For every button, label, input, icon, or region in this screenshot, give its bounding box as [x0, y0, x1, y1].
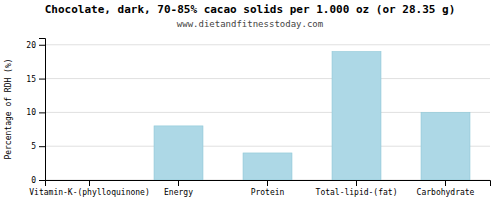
x-tick-label: Protein — [251, 188, 285, 197]
x-axis: Vitamin-K-(phylloquinone) Energy Protein To… — [29, 180, 490, 197]
x-tick-mark — [178, 180, 179, 186]
chart: Chocolate, dark, 70-85% cacao solids per… — [0, 0, 500, 200]
x-tick-mark — [356, 180, 357, 186]
y-tick-mark — [39, 45, 45, 46]
y-tick: 15 — [26, 75, 45, 84]
y-axis: 0 5 10 15 20 — [26, 39, 45, 186]
y-tick-label: 0 — [31, 176, 36, 185]
grid-line — [45, 78, 490, 79]
x-tick: Vitamin-K-(phylloquinone) — [29, 180, 149, 197]
plot: 0 5 10 15 20 Vitamin-K-(phylloquinone) Energy P… — [26, 39, 490, 197]
y-tick-mark — [39, 112, 45, 113]
x-axis-line — [46, 181, 491, 187]
x-tick-label: Total-lipid-(fat) — [316, 188, 398, 197]
x-tick-label: Energy — [164, 188, 193, 197]
x-tick-label: Vitamin-K-(phylloquinone) — [29, 188, 149, 197]
bar — [332, 52, 381, 180]
bar — [421, 112, 470, 180]
x-tick: Total-lipid-(fat) — [316, 180, 398, 197]
y-tick-label: 10 — [26, 108, 36, 117]
x-tick: Carbohydrate — [417, 180, 475, 197]
y-tick-mark — [39, 180, 45, 181]
title: Chocolate, dark, 70-85% cacao solids per… — [45, 3, 456, 16]
x-tick: Protein — [251, 180, 285, 197]
bars — [154, 52, 470, 180]
x-tick: Energy — [164, 180, 193, 197]
bar — [243, 153, 292, 180]
y-tick-label: 15 — [26, 75, 36, 84]
y-tick: 0 — [31, 176, 45, 185]
y-tick: 10 — [26, 108, 45, 117]
grid — [45, 45, 490, 180]
y-tick: 5 — [31, 142, 45, 151]
x-tick-label: Carbohydrate — [417, 188, 475, 197]
x-tick-mark — [89, 180, 90, 186]
bar — [154, 126, 203, 180]
y-tick-label: 20 — [26, 41, 36, 50]
x-tick-mark — [267, 180, 268, 186]
y-axis-title: Percentage of RDH (%) — [4, 58, 13, 159]
y-tick-mark — [39, 146, 45, 147]
grid-line — [45, 44, 490, 45]
bar — [65, 180, 114, 181]
y-axis-line — [39, 39, 46, 181]
y-tick-label: 5 — [31, 142, 36, 151]
y-tick-mark — [39, 79, 45, 80]
x-tick-mark — [445, 180, 446, 186]
y-tick: 20 — [26, 41, 45, 50]
subtitle: www.dietandfitnesstoday.com — [177, 19, 323, 29]
